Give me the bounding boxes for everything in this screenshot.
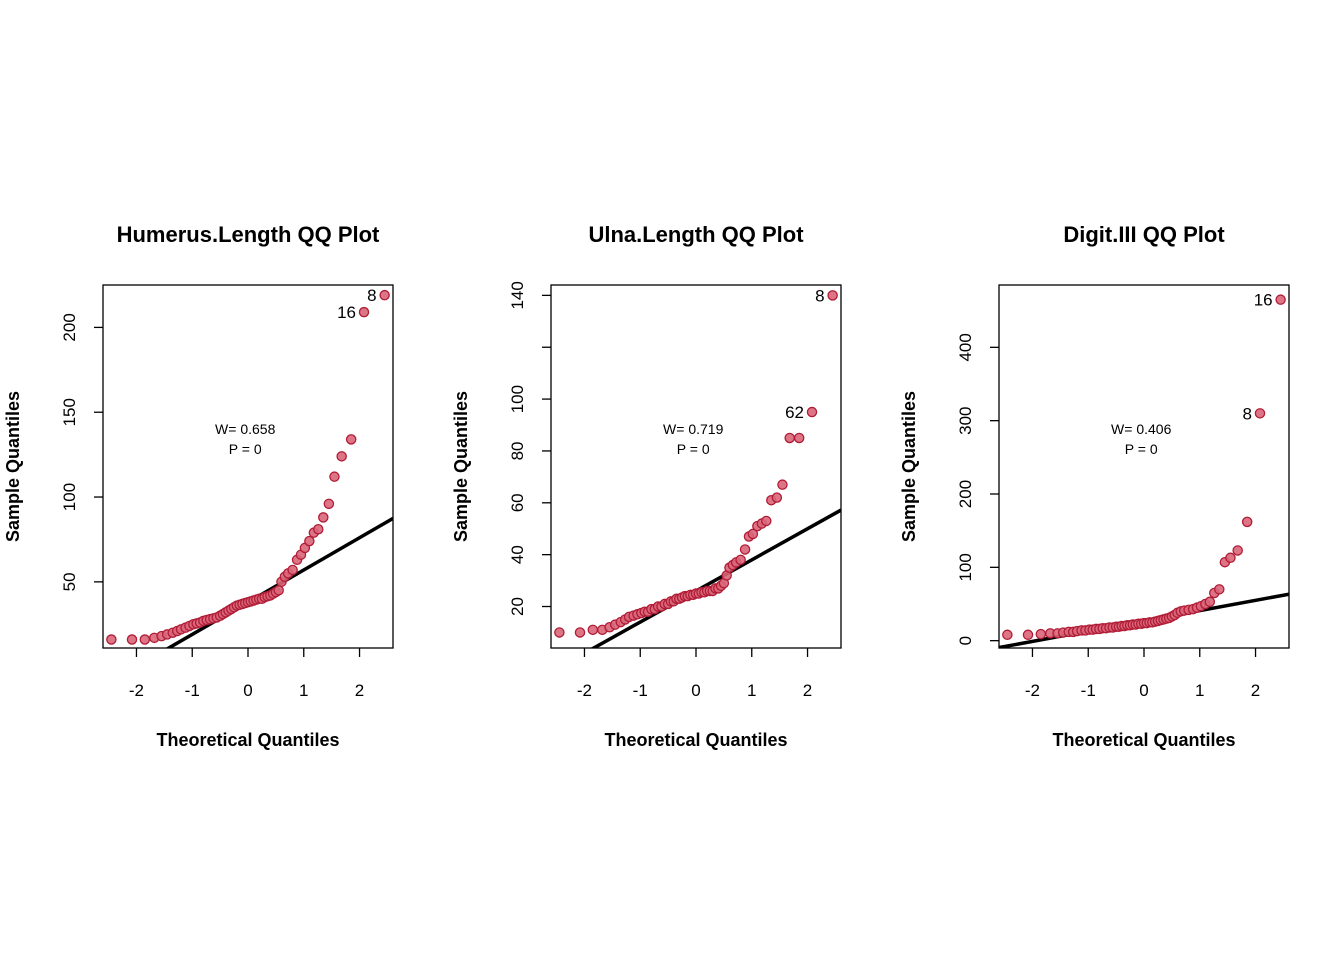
y-tick-label: 300 [956,406,975,434]
y-tick-label: 0 [956,636,975,645]
y-axis-label: Sample Quantiles [3,391,23,542]
x-tick-label: -2 [129,681,144,700]
qq-data-point [345,434,357,445]
y-tick-label: 20 [508,597,527,616]
x-tick-label: 2 [355,681,364,700]
qq-data-point [771,492,783,503]
x-axis-label: Theoretical Quantiles [156,730,339,750]
y-axis-label: Sample Quantiles [899,391,919,542]
qq-data-point [554,627,565,638]
shapiro-w-statistic: W= 0.406 [1111,421,1172,437]
shapiro-p-value: P = 0 [1125,441,1158,457]
shapiro-p-value: P = 0 [677,441,710,457]
qq-data-point [336,451,347,462]
qq-data-point [1035,628,1047,640]
plot-frame [102,284,394,649]
qq-data-point [126,634,138,645]
x-tick-label: 2 [803,681,812,700]
outlier-label: 8 [815,286,824,305]
qq-data-point [827,290,838,301]
x-tick-label: 1 [1195,681,1204,700]
qq-data-point [139,634,151,645]
x-tick-label: 0 [243,681,252,700]
chart-title: Ulna.Length QQ Plot [588,222,804,247]
qq-data-point [106,634,117,645]
outlier-label: 62 [785,403,804,422]
x-tick-label: -1 [185,681,200,700]
shapiro-w-statistic: W= 0.658 [215,421,276,437]
y-tick-label: 200 [956,480,975,508]
qq-data-point [1214,584,1225,595]
qq-data-point [747,528,759,540]
plot-frame [998,284,1290,649]
qq-data-point [1225,552,1236,564]
qq-data-point [1275,294,1286,305]
qq-data-point [777,479,788,490]
y-tick-label: 50 [60,572,79,591]
y-tick-label: 40 [508,545,527,564]
qq-data-point [574,627,586,638]
y-tick-label: 100 [508,385,527,413]
qq-data-point [287,564,298,576]
x-axis-label: Theoretical Quantiles [604,730,787,750]
qq-data-point [329,471,340,482]
qq-data-point [739,544,751,555]
x-tick-label: 1 [299,681,308,700]
qq-data-point [304,535,315,547]
x-tick-label: 2 [1251,681,1260,700]
qq-plot-panel-3: Digit.III QQ Plot 8 16 W= 0.406 P = 0 -2 -1 0 1 2… [899,222,1290,750]
y-tick-label: 150 [60,398,79,426]
outlier-label: 16 [337,303,356,322]
chart-title: Humerus.Length QQ Plot [117,222,380,247]
x-tick-label: -1 [1081,681,1096,700]
y-tick-label: 140 [508,281,527,309]
qq-plot-panel-2: Ulna.Length QQ Plot 62 8 W= 0.719 P = 0 -2 -1 0… [451,222,842,750]
x-tick-label: 0 [1139,681,1148,700]
qq-data-point [1204,596,1216,608]
qq-data-point [313,524,324,535]
y-tick-label: 80 [508,441,527,460]
y-axis-label: Sample Quantiles [451,391,471,542]
qq-data-point [1232,545,1243,556]
x-tick-label: -2 [1025,681,1040,700]
qq-data-point [784,432,795,444]
qq-data-point [1022,629,1034,641]
x-tick-label: -1 [633,681,648,700]
x-tick-label: 1 [747,681,756,700]
x-axis-label: Theoretical Quantiles [1052,730,1235,750]
qq-data-point [1241,516,1253,528]
qq-data-point [323,498,335,510]
qq-data-point [1002,629,1013,641]
qq-data-point [806,406,818,418]
outlier-label: 8 [1243,404,1252,423]
qq-data-point [1254,408,1266,419]
y-tick-label: 60 [508,493,527,512]
qq-data-point [587,624,599,636]
qq-data-point [273,585,284,596]
outlier-label: 16 [1254,291,1273,310]
qq-data-point [793,432,805,444]
qq-data-point [735,554,746,566]
qq-data-point [761,515,772,527]
shapiro-w-statistic: W= 0.719 [663,421,724,437]
chart-title: Digit.III QQ Plot [1063,222,1225,247]
y-tick-label: 100 [956,553,975,581]
x-tick-label: 0 [691,681,700,700]
qq-data-point [358,306,370,318]
qq-data-point [379,289,390,301]
x-tick-label: -2 [577,681,592,700]
y-tick-label: 200 [60,313,79,341]
qq-plot-panel-1: Humerus.Length QQ Plot 16 8 W= 0.658 P = 0 -2… [3,222,394,750]
outlier-label: 8 [367,286,376,305]
y-tick-label: 100 [60,483,79,511]
shapiro-p-value: P = 0 [229,441,262,457]
y-tick-label: 400 [956,333,975,361]
qq-data-point [318,512,329,523]
